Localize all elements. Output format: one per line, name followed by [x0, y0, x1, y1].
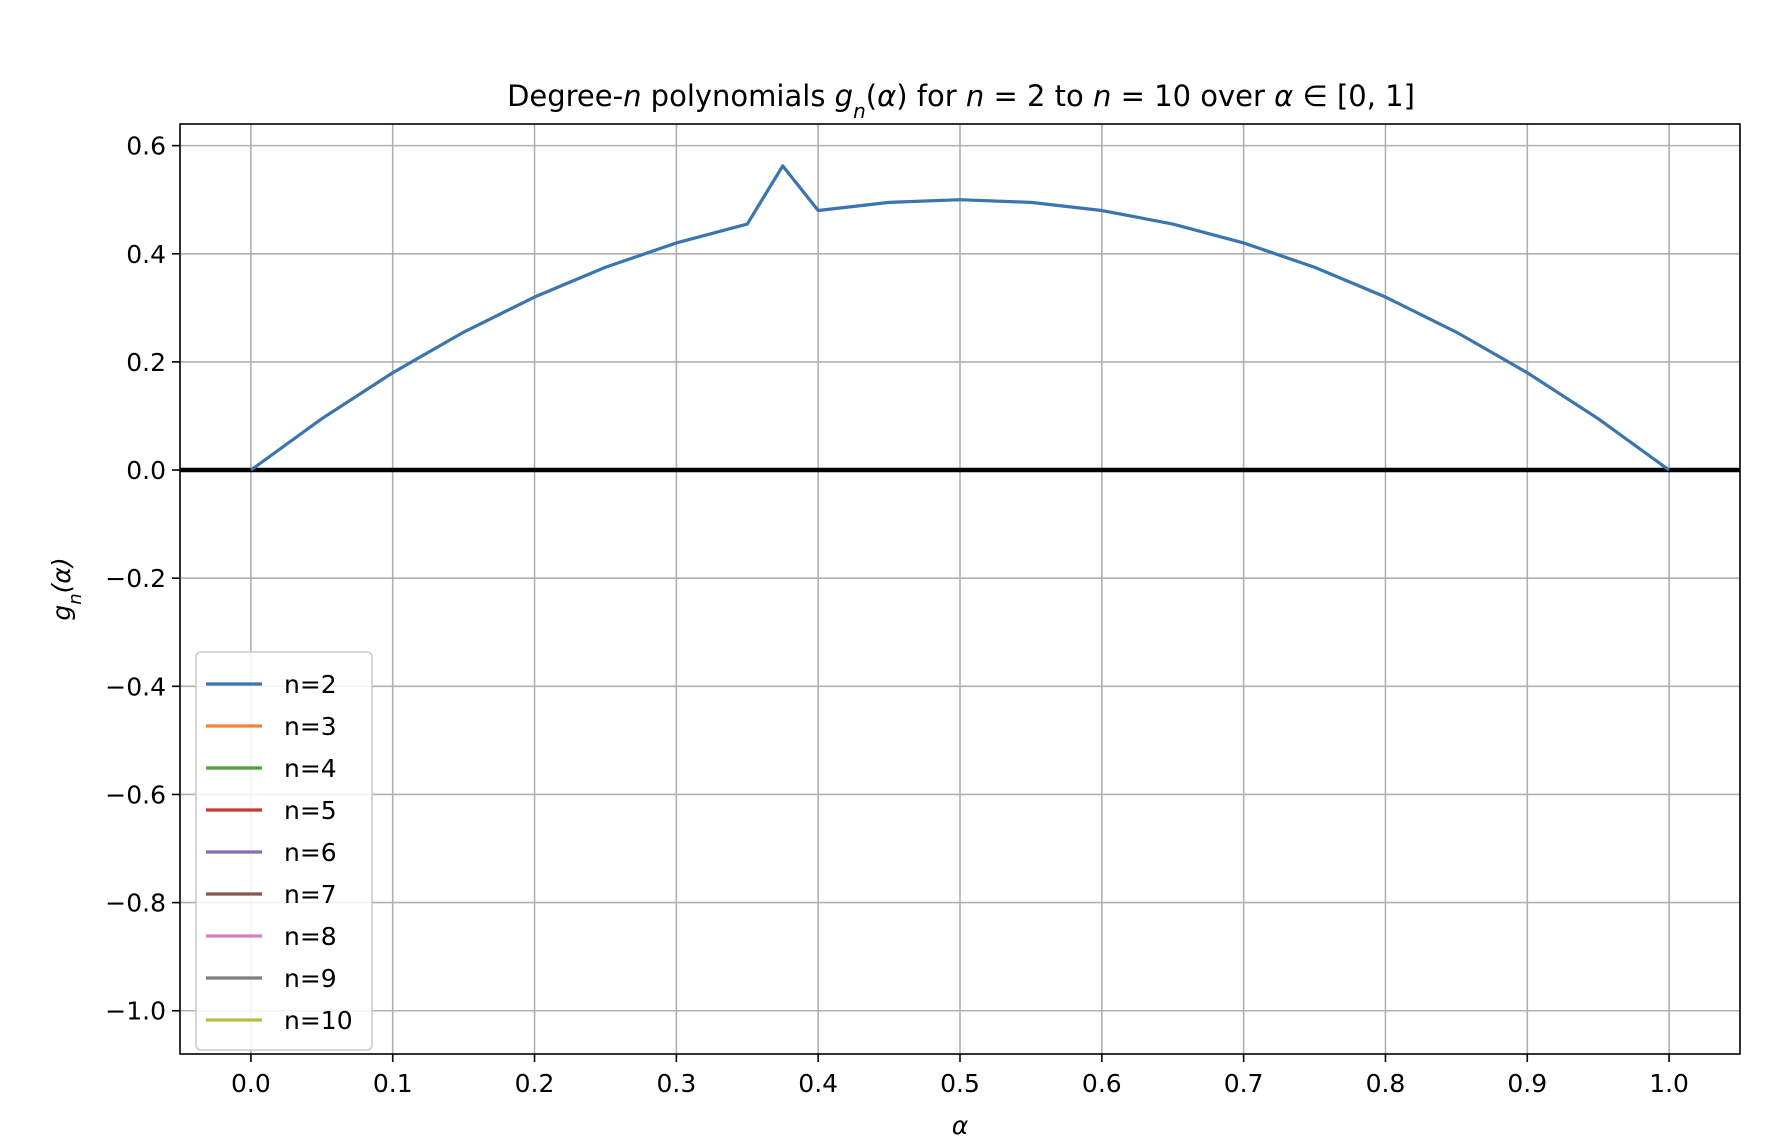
x-tick-label: 1.0 [1649, 1069, 1689, 1098]
y-tick-label: −0.6 [105, 780, 166, 809]
y-tick-label: −0.8 [105, 889, 166, 918]
x-tick-label: 0.2 [515, 1069, 555, 1098]
grid [180, 124, 1740, 1054]
y-tick-label: 0.0 [126, 456, 166, 485]
x-tick-label: 0.0 [231, 1069, 271, 1098]
x-axis-ticks: 0.0 0.1 0.2 0.3 0.4 0.5 0.6 0.7 0.8 0.9 1.0 [231, 1054, 1689, 1098]
x-tick-label: 0.5 [940, 1069, 980, 1098]
legend-label: n=9 [284, 964, 337, 993]
y-tick-label: −0.2 [105, 564, 166, 593]
y-tick-label: −0.4 [105, 672, 166, 701]
x-tick-label: 0.3 [656, 1069, 696, 1098]
y-axis-label: gn(α) [47, 557, 86, 620]
legend-label: n=8 [284, 922, 337, 951]
chart-title: Degree-n polynomials gn(α) for n = 2 to … [507, 79, 1415, 123]
legend-label: n=6 [284, 838, 337, 867]
y-axis-ticks: 0.6 0.4 0.2 0.0 −0.2 −0.4 −0.6 −0.8 −1.0 [105, 132, 180, 1026]
legend-box [195, 651, 373, 1051]
series-lines [249, 164, 1671, 472]
x-tick-label: 0.8 [1366, 1069, 1406, 1098]
x-tick-label: 0.4 [798, 1069, 838, 1098]
legend: n=2 n=3 n=4 n=5 n=6 n=7 n=8 n=9 n=10 [195, 651, 373, 1051]
y-tick-label: 0.4 [126, 240, 166, 269]
legend-label: n=7 [284, 880, 337, 909]
x-axis-label: α [952, 1111, 969, 1140]
legend-label: n=5 [284, 796, 337, 825]
x-tick-label: 0.6 [1082, 1069, 1122, 1098]
legend-label: n=4 [284, 754, 337, 783]
legend-label: n=3 [284, 712, 337, 741]
legend-label: n=10 [284, 1006, 353, 1035]
y-tick-label: 0.6 [126, 132, 166, 161]
legend-label: n=2 [284, 670, 337, 699]
y-tick-label: −1.0 [105, 997, 166, 1026]
x-tick-label: 0.7 [1224, 1069, 1264, 1098]
series-line-n=2 [249, 164, 1671, 472]
x-tick-label: 0.9 [1507, 1069, 1547, 1098]
x-tick-label: 0.1 [373, 1069, 413, 1098]
y-tick-label: 0.2 [126, 348, 166, 377]
